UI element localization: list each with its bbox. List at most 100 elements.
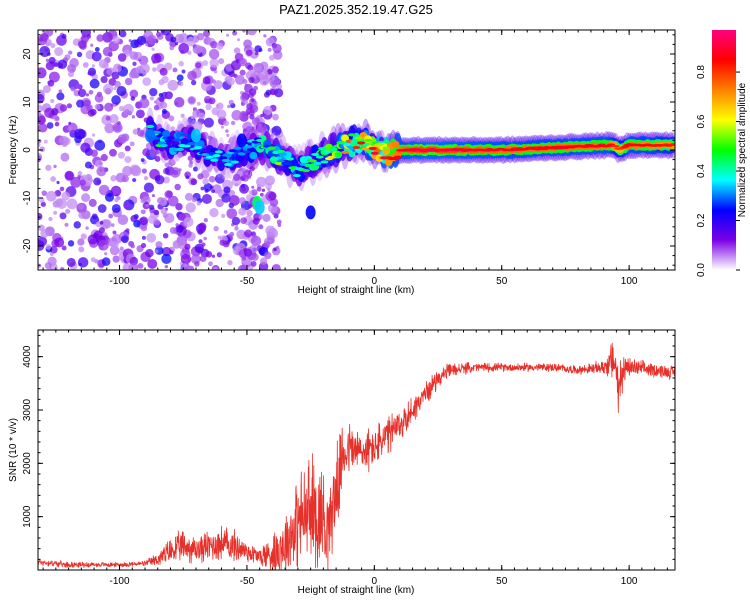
spectrogram-cell [195, 62, 202, 69]
spectrogram-cell [45, 31, 50, 35]
spectrogram-cell [242, 99, 249, 105]
spectrogram-cell [77, 171, 83, 176]
spectrogram-cell [160, 207, 168, 215]
spectrogram-cell [203, 236, 207, 241]
spectrogram-cell [198, 239, 203, 244]
spectrogram-cell [246, 30, 257, 36]
spectrogram-cell [230, 160, 239, 164]
spectrogram-cell [225, 129, 229, 133]
colorbar: 0.0 0.2 0.4 0.6 0.8 Normalized spectral ampl… [696, 30, 748, 277]
spectrogram-cell [61, 33, 67, 39]
spectrogram-cell [141, 168, 147, 174]
spectrogram-cell [169, 227, 177, 234]
spectrogram-cell [267, 47, 272, 52]
spectrogram-cell [94, 103, 101, 110]
spectrogram-cell [246, 44, 252, 50]
spectrogram-cell [183, 216, 194, 228]
spectrogram-cell [68, 121, 72, 125]
spectrogram-cell [142, 148, 151, 157]
spectrogram-cell [186, 36, 196, 47]
spectrogram-cell [240, 217, 247, 224]
spectrogram-cell [41, 190, 48, 196]
spectrogram-cell [255, 122, 267, 133]
spectrogram-cell [154, 249, 159, 254]
spectrogram-cell [129, 89, 139, 99]
spectrogram-cell [318, 147, 327, 151]
spectrogram-cell [249, 114, 255, 120]
spectrogram-cell [182, 144, 191, 148]
spectrogram-cell [272, 66, 279, 74]
spectrogram-cell [77, 238, 85, 246]
spectrogram-cell [105, 115, 111, 121]
spectrogram-cell [274, 88, 284, 98]
spectrogram-cell [196, 32, 205, 41]
spectrogram-cell [145, 128, 156, 143]
spectrogram-cell [187, 142, 196, 146]
spectrogram-cell [168, 115, 175, 122]
colorbar-tick-label: 0.2 [696, 213, 707, 227]
spectrogram-cell [242, 114, 246, 118]
colorbar-tick-label: 0.4 [696, 164, 707, 178]
spectrogram-cell [219, 239, 226, 246]
spectrogram-cell [267, 146, 276, 150]
spectrogram-cell [279, 152, 288, 156]
spectrogram-cell [271, 246, 281, 256]
spectrogram-cell [208, 97, 216, 105]
spectrogram-cell [193, 166, 199, 172]
spectrogram-y-label: Frequency (Hz) [8, 116, 19, 185]
spectrogram-cell [214, 150, 223, 154]
spectrogram-cell [89, 78, 100, 89]
spectrogram-cell [203, 158, 212, 166]
spectrogram-cell [175, 203, 183, 211]
spectrogram-cell [90, 149, 98, 157]
spectrogram-cell [216, 42, 224, 50]
spectrogram-cell [54, 121, 60, 127]
spectrogram-cell [226, 208, 238, 219]
spectrogram-cell [76, 99, 85, 108]
spectrogram-cell [96, 166, 107, 177]
spectrogram-cell [147, 258, 158, 269]
spectrogram-cell [66, 257, 76, 267]
spectrogram-cell [76, 51, 83, 58]
spectrogram-cell [313, 161, 322, 166]
spectrogram-cell [220, 125, 224, 129]
spectrogram-cell [194, 261, 200, 267]
spectrogram-cell [203, 218, 208, 223]
spectrogram-cell [322, 150, 331, 154]
spectrogram-cell [43, 139, 48, 144]
spectrogram-x-tick-label: -50 [240, 276, 255, 287]
spectrogram-cell [211, 254, 216, 258]
spectrogram-cell [70, 176, 82, 188]
spectrogram-cell [77, 88, 87, 98]
spectrogram-cell [221, 193, 231, 203]
spectrogram-cell [130, 96, 136, 101]
spectrogram-cell [253, 85, 259, 91]
spectrogram-y-tick-label: 20 [22, 48, 33, 60]
spectrogram-cell [251, 185, 255, 189]
spectrogram-cell [118, 105, 125, 112]
spectrogram-cell [51, 107, 59, 116]
spectrogram-cell [242, 172, 249, 180]
snr-y-tick-label: 2000 [22, 452, 33, 475]
spectrogram-cell [181, 69, 186, 74]
spectrogram-cell [382, 146, 391, 150]
spectrogram-cell [166, 93, 172, 99]
spectrogram-cell [212, 154, 221, 158]
spectrogram-cell [90, 257, 96, 263]
spectrogram-cell [38, 35, 48, 46]
spectrogram-cell [229, 195, 240, 206]
spectrogram-cell [197, 173, 204, 180]
spectrogram-cell [145, 248, 154, 258]
spectrogram-cell [45, 164, 52, 171]
spectrogram-cell [178, 42, 190, 54]
spectrogram-cell [268, 54, 275, 61]
spectrogram-cell [242, 30, 246, 33]
spectrogram-cell [213, 225, 219, 232]
spectrogram-cell [117, 65, 122, 70]
spectrogram-cell [233, 47, 241, 54]
spectrogram-cell [209, 208, 219, 218]
spectrogram-cell [143, 175, 149, 181]
spectrogram-cell [94, 159, 103, 168]
spectrogram-cell [169, 45, 175, 51]
spectrogram-cell [256, 176, 267, 188]
